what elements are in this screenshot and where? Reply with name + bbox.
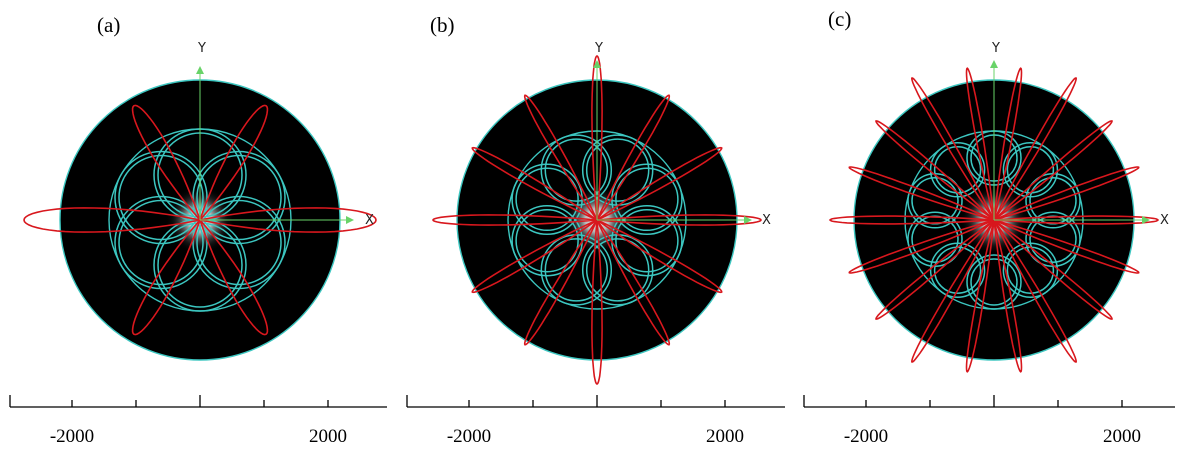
intensity-lobe <box>432 214 598 226</box>
intensity-lobe <box>875 219 995 320</box>
ring-core-outer <box>907 211 963 267</box>
intensity-pattern <box>828 67 1160 373</box>
intensity-lobe <box>993 215 1160 225</box>
intensity-lobe <box>848 166 995 221</box>
x-axis-label: X <box>762 213 771 228</box>
ring-core-inner <box>1029 177 1077 225</box>
scale-left-label: -2000 <box>844 426 888 447</box>
intensity-lobe <box>828 215 995 225</box>
scale-bar: -2000 2000 <box>803 395 1175 447</box>
ring-core-inner <box>515 167 579 232</box>
intensity-lobe <box>471 219 598 294</box>
ring-core-inner <box>615 208 679 273</box>
intensity-lobe <box>596 219 723 294</box>
x-axis-label: X <box>365 213 374 228</box>
ring-core-outer <box>929 142 986 198</box>
panel-b: (b) Y X -2000 2000 <box>406 13 785 447</box>
intensity-lobe <box>23 207 201 233</box>
intensity-lobe <box>910 219 995 363</box>
intensity-lobe <box>993 219 1113 320</box>
ring-core-inner <box>544 238 609 302</box>
scale-bar: -2000 2000 <box>406 395 785 447</box>
scale-bar: -2000 2000 <box>9 395 387 447</box>
intensity-lobe <box>965 219 995 373</box>
intensity-lobe <box>993 219 1140 274</box>
ring-core-inner <box>911 177 959 225</box>
ring-core-inner <box>585 238 650 302</box>
ring-core-outer <box>192 150 286 245</box>
ring-core-inner <box>544 138 609 202</box>
intensity-lobe <box>965 67 995 221</box>
intensity-lobe <box>993 120 1113 221</box>
intensity-pattern <box>23 104 377 336</box>
ring-core-outer <box>1025 173 1081 229</box>
intensity-lobe <box>199 219 269 336</box>
ring-core-inner <box>515 208 579 273</box>
intensity-lobe <box>993 77 1078 221</box>
ring-cores <box>907 130 1081 310</box>
intensity-lobe <box>910 77 995 221</box>
panel-c: (c) Y X -2000 2000 <box>803 7 1175 447</box>
intensity-lobe <box>523 94 598 221</box>
x-axis-label: X <box>1160 213 1169 228</box>
ring-core-inner <box>585 138 650 202</box>
ring-core-inner <box>970 258 1018 306</box>
intensity-lobe <box>993 67 1023 221</box>
panel-label: (c) <box>828 7 851 31</box>
intensity-lobe <box>596 94 671 221</box>
intensity-lobe <box>131 219 201 336</box>
ring-core-outer <box>966 254 1022 310</box>
intensity-lobe <box>591 55 603 221</box>
panel-label: (b) <box>430 13 455 37</box>
intensity-lobe <box>199 104 269 221</box>
intensity-pattern <box>432 55 762 385</box>
intensity-lobe <box>993 166 1140 221</box>
y-axis-label: Y <box>197 41 206 56</box>
intensity-lobe <box>199 207 377 233</box>
ring-core-outer <box>114 195 208 290</box>
intensity-lobe <box>993 219 1078 363</box>
intensity-lobe <box>596 219 671 346</box>
scale-left-label: -2000 <box>50 426 94 447</box>
ring-core-outer <box>1002 242 1059 298</box>
ring-core-inner <box>196 154 282 241</box>
ring-core-inner <box>911 215 959 263</box>
y-axis-label: Y <box>594 41 603 56</box>
intensity-lobe <box>471 146 598 221</box>
intensity-lobe <box>131 104 201 221</box>
intensity-lobe <box>875 120 995 221</box>
intensity-lobe <box>596 214 762 226</box>
ring-core-inner <box>118 154 204 241</box>
ring-core-inner <box>1029 215 1077 263</box>
intensity-lobe <box>591 219 603 385</box>
intensity-lobe <box>993 219 1023 373</box>
intensity-lobe <box>848 219 995 274</box>
panel-label: (a) <box>97 13 120 37</box>
y-axis-label: Y <box>991 41 1000 56</box>
intensity-lobe <box>596 146 723 221</box>
scale-right-label: 2000 <box>1103 426 1141 447</box>
scale-left-label: -2000 <box>447 426 491 447</box>
ring-core-inner <box>615 167 679 232</box>
intensity-lobe <box>523 219 598 346</box>
panel-a: (a) Y X -2000 2000 <box>9 13 387 447</box>
scale-right-label: 2000 <box>706 426 744 447</box>
scale-right-label: 2000 <box>309 426 347 447</box>
